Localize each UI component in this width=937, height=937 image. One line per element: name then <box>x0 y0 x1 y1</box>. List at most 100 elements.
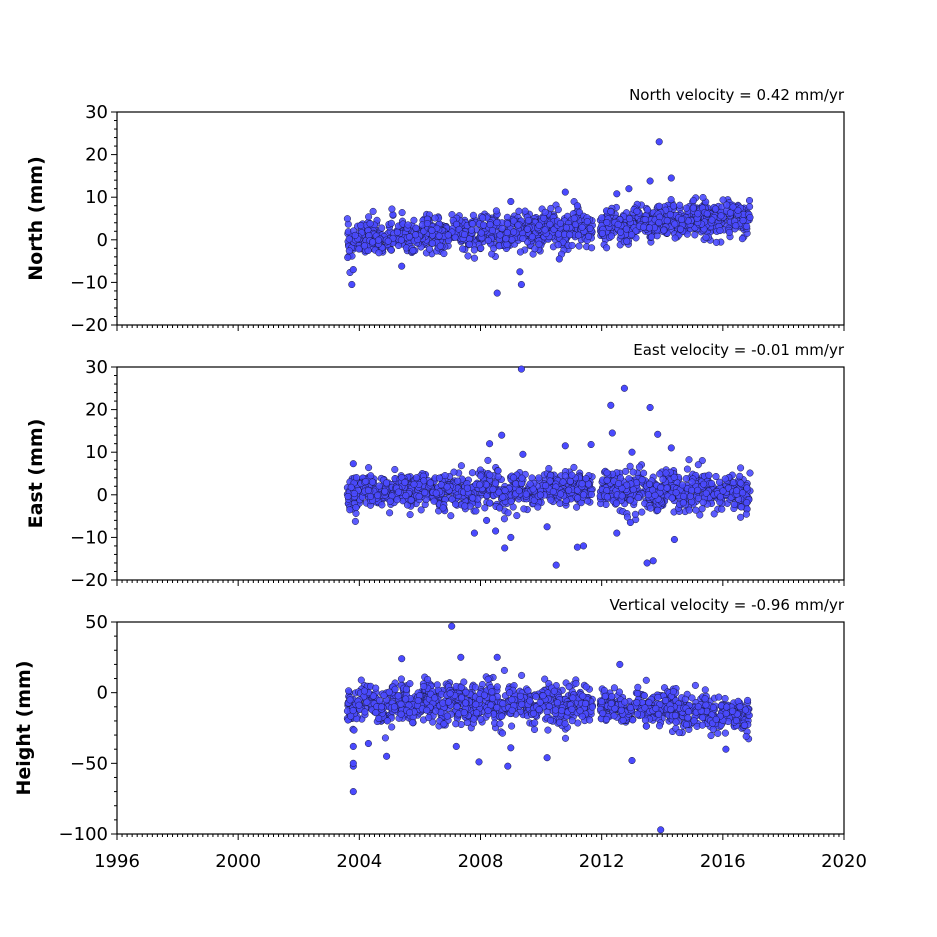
east-data-point <box>737 479 745 487</box>
height-data-point <box>532 693 540 701</box>
east-data-point <box>545 464 553 473</box>
height-data-point <box>440 720 448 728</box>
height-data-point <box>383 717 391 725</box>
x-tick-label: 1996 <box>94 851 140 872</box>
east-data-point <box>570 463 578 471</box>
height-data-point <box>516 692 525 700</box>
north-data-point <box>460 230 469 239</box>
east-data-point <box>715 478 724 486</box>
height-outlier-point <box>504 762 512 770</box>
east-data-point <box>634 494 642 502</box>
north-data-point <box>360 242 369 250</box>
height-data-point <box>484 707 492 715</box>
east-outlier-point <box>486 440 494 448</box>
east-data-point <box>481 504 489 512</box>
east-outlier-point <box>552 561 560 569</box>
east-data-point <box>657 483 665 492</box>
east-data-point <box>472 507 480 515</box>
north-data-point <box>404 221 412 229</box>
north-data-point <box>496 231 504 239</box>
east-outlier-point <box>517 365 525 373</box>
height-data-point <box>391 685 399 693</box>
north-velocity-annotation: North velocity = 0.42 mm/yr <box>629 86 845 104</box>
north-data-point <box>444 231 452 239</box>
height-data-point <box>698 714 707 722</box>
north-data-point <box>588 244 596 252</box>
height-data-point <box>381 734 389 742</box>
height-data-point <box>640 692 648 700</box>
height-data-point <box>672 718 680 726</box>
east-data-point <box>742 510 750 518</box>
east-data-point <box>368 478 376 486</box>
north-data-point <box>425 245 434 253</box>
x-tick-label: 2020 <box>821 851 867 872</box>
east-data-point <box>352 503 360 512</box>
north-data-point <box>732 222 740 230</box>
east-data-point <box>501 487 509 495</box>
height-data-point <box>576 707 584 715</box>
height-data-point <box>500 666 508 674</box>
height-data-point <box>671 711 679 720</box>
north-data-point <box>723 201 731 209</box>
height-outlier-point <box>475 758 483 766</box>
east-data-point <box>450 468 458 476</box>
height-data-point <box>744 696 752 704</box>
east-data-point <box>612 499 621 507</box>
east-data-point <box>395 488 403 496</box>
east-data-point <box>366 492 375 501</box>
east-data-point <box>688 478 696 486</box>
height-outlier-point <box>657 826 665 834</box>
north-data-point <box>702 233 710 241</box>
east-outlier-point <box>543 523 551 531</box>
height-data-point <box>607 699 615 708</box>
north-data-point <box>470 246 478 254</box>
north-data-point <box>503 220 512 228</box>
x-tick-label: 2004 <box>336 851 382 872</box>
height-data-point <box>444 698 453 706</box>
east-data-point <box>393 496 401 504</box>
north-data-point <box>523 225 531 233</box>
east-data-point <box>746 469 754 477</box>
east-data-point <box>365 464 373 472</box>
east-data-point <box>375 482 383 490</box>
east-data-point <box>362 477 370 486</box>
east-data-point <box>685 506 693 514</box>
north-data-point <box>554 241 562 249</box>
east-data-point <box>513 512 521 520</box>
x-tick-label: 2008 <box>458 851 504 872</box>
north-data-point <box>397 236 405 244</box>
north-data-point <box>477 229 485 237</box>
north-outlier-point <box>516 268 524 276</box>
north-data-point <box>633 207 641 215</box>
east-data-point <box>426 479 434 487</box>
east-outlier-point <box>654 430 662 438</box>
height-data-point <box>714 729 722 737</box>
east-data-point <box>430 497 438 505</box>
north-data-point <box>410 216 418 224</box>
east-data-point <box>477 472 485 480</box>
height-data-point <box>349 707 357 715</box>
height-data-point <box>460 709 468 717</box>
height-data-point <box>694 703 702 711</box>
height-data-point <box>568 705 576 713</box>
east-data-point <box>443 483 451 491</box>
height-data-point <box>707 732 715 740</box>
east-data-point <box>580 491 588 499</box>
east-outlier-point <box>670 535 678 544</box>
height-data-point <box>723 703 731 711</box>
north-data-point <box>484 236 492 245</box>
north-data-point <box>423 219 431 228</box>
north-y-tick-label: −10 <box>70 272 108 293</box>
east-data-point <box>662 469 670 477</box>
north-data-point <box>691 231 699 239</box>
height-data-point <box>709 703 717 712</box>
east-data-point <box>718 505 726 513</box>
height-data-point <box>539 692 547 700</box>
east-data-point <box>638 508 646 516</box>
height-outlier-point <box>349 759 357 767</box>
east-data-point <box>352 474 361 482</box>
height-data-point <box>621 698 629 706</box>
height-data-point <box>690 717 698 725</box>
height-data-point <box>524 687 532 695</box>
